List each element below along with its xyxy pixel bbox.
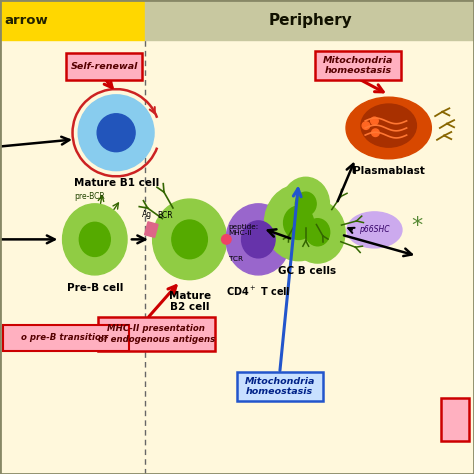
Text: o pre-B transition: o pre-B transition	[21, 334, 107, 342]
Bar	[145, 0, 474, 40]
Text: MHC-II: MHC-II	[228, 229, 252, 236]
Text: peptide:: peptide:	[228, 224, 259, 230]
Ellipse shape	[63, 204, 127, 275]
Text: Mitochondria
homeostasis: Mitochondria homeostasis	[323, 56, 393, 75]
Ellipse shape	[78, 95, 154, 171]
FancyBboxPatch shape	[98, 318, 215, 351]
Text: Ag: Ag	[142, 210, 152, 219]
Text: arrow: arrow	[5, 14, 48, 27]
Text: Mitochondria
homeostasis: Mitochondria homeostasis	[245, 377, 315, 396]
Circle shape	[221, 235, 231, 244]
Text: pre-BCR: pre-BCR	[75, 192, 105, 201]
Ellipse shape	[226, 204, 291, 275]
Text: Self-renewal: Self-renewal	[71, 62, 138, 71]
Ellipse shape	[305, 219, 330, 246]
Ellipse shape	[172, 220, 207, 259]
Bar	[145, 222, 158, 237]
Ellipse shape	[264, 185, 333, 261]
Ellipse shape	[347, 212, 402, 248]
Circle shape	[372, 129, 379, 137]
Text: Plasmablast: Plasmablast	[353, 166, 425, 176]
Text: Mature
B2 cell: Mature B2 cell	[169, 291, 210, 312]
Circle shape	[362, 122, 370, 129]
FancyBboxPatch shape	[237, 372, 322, 401]
Ellipse shape	[97, 114, 135, 152]
Ellipse shape	[79, 222, 110, 256]
Circle shape	[371, 117, 378, 125]
Text: TCR: TCR	[228, 256, 243, 262]
Text: Pre-B cell: Pre-B cell	[67, 283, 123, 293]
Ellipse shape	[153, 199, 227, 280]
FancyBboxPatch shape	[66, 53, 142, 80]
Ellipse shape	[295, 192, 316, 216]
Ellipse shape	[361, 104, 416, 147]
Text: GC B cells: GC B cells	[278, 266, 336, 276]
Text: CD4$^+$ T cell: CD4$^+$ T cell	[226, 285, 291, 299]
Text: MHC-II presentation
of endogenous antigens: MHC-II presentation of endogenous antige…	[98, 325, 215, 344]
Ellipse shape	[282, 177, 329, 230]
Text: p66SHC: p66SHC	[359, 226, 390, 234]
FancyBboxPatch shape	[3, 325, 129, 351]
Ellipse shape	[283, 206, 314, 239]
Ellipse shape	[242, 221, 275, 258]
Text: *: *	[411, 216, 423, 236]
Text: BCR: BCR	[157, 211, 173, 220]
Ellipse shape	[346, 97, 431, 159]
Text: Mature B1 cell: Mature B1 cell	[73, 178, 159, 188]
FancyBboxPatch shape	[315, 51, 401, 80]
Ellipse shape	[290, 201, 345, 263]
FancyBboxPatch shape	[440, 398, 469, 441]
Text: Periphery: Periphery	[269, 13, 352, 27]
Bar	[0, 0, 145, 40]
